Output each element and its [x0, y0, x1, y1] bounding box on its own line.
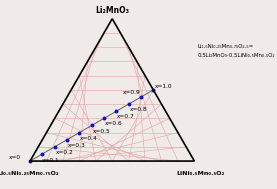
- Text: x=0: x=0: [9, 155, 21, 160]
- Text: x=0.6: x=0.6: [105, 121, 122, 126]
- Text: LiNi₀.₅Mn₀.₅O₂: LiNi₀.₅Mn₀.₅O₂: [177, 171, 225, 176]
- Text: x=0.2: x=0.2: [55, 150, 73, 155]
- Point: [52, 145, 57, 148]
- Point: [102, 117, 106, 120]
- Point: [151, 88, 155, 91]
- Text: 0.5Li₂MnO₃·0.5LiNi₀.₅Mn₀.₅O₂: 0.5Li₂MnO₃·0.5LiNi₀.₅Mn₀.₅O₂: [198, 53, 275, 58]
- Point: [28, 160, 32, 163]
- Text: x=0.5: x=0.5: [93, 129, 110, 134]
- Point: [126, 103, 131, 106]
- Text: x=0.1: x=0.1: [42, 158, 59, 163]
- Point: [114, 110, 119, 113]
- Point: [77, 131, 81, 134]
- Text: Li₀.₅Ni₀.₂₅Mn₀.₇₅O₂: Li₀.₅Ni₀.₂₅Mn₀.₇₅O₂: [0, 171, 59, 176]
- Text: Li₂MnO₃: Li₂MnO₃: [95, 6, 129, 15]
- Text: x=0.3: x=0.3: [68, 143, 86, 148]
- Point: [89, 124, 94, 127]
- Point: [139, 95, 143, 98]
- Text: x=0.9: x=0.9: [122, 90, 140, 95]
- Text: x=0.4: x=0.4: [80, 136, 98, 141]
- Point: [65, 138, 69, 141]
- Text: x=0.7: x=0.7: [117, 114, 135, 119]
- Text: x=1.0: x=1.0: [155, 84, 172, 89]
- Point: [40, 153, 45, 156]
- Text: x=0.8: x=0.8: [129, 107, 147, 112]
- Text: Li₁.₅Ni₀.₂₅Mn₀.₇₅O₂.₅=: Li₁.₅Ni₀.₂₅Mn₀.₇₅O₂.₅=: [198, 44, 254, 49]
